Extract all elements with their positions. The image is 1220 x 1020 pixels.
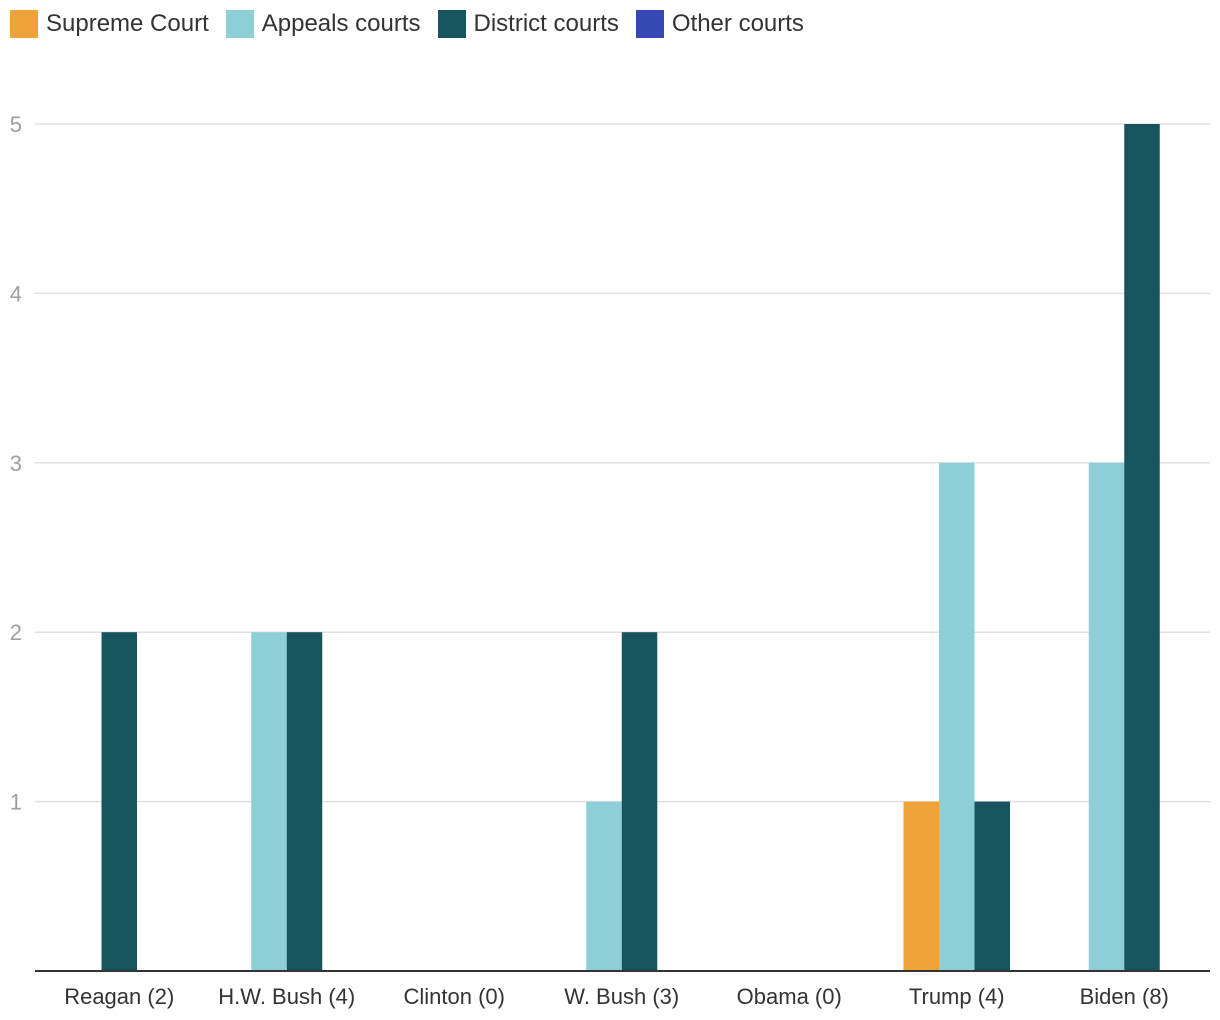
bar [939,462,975,971]
legend-item-other-courts[interactable]: Other courts [635,10,804,38]
bar [1124,124,1160,971]
x-tick-label: Reagan (2) [64,984,174,1009]
y-tick-label: 5 [10,112,22,137]
legend-label-supreme-court: Supreme Court [46,10,209,37]
y-tick-label: 3 [10,451,22,476]
bar [101,632,137,971]
bar [251,632,287,971]
bar [1088,462,1125,971]
x-tick-label: W. Bush (3) [564,984,679,1009]
legend-label-appeals-courts: Appeals courts [261,10,421,37]
x-tick-label: Obama (0) [737,984,842,1009]
legend: Supreme Court Appeals courts District co… [10,10,821,38]
legend-swatch-supreme-court [10,10,38,38]
x-tick-label: Biden (8) [1080,984,1169,1009]
bar [286,632,323,971]
legend-item-appeals-courts[interactable]: Appeals courts [225,10,421,38]
x-tick-label: H.W. Bush (4) [218,984,355,1009]
bar [586,801,622,971]
legend-item-district-courts[interactable]: District courts [437,10,619,38]
y-tick-label: 1 [10,790,22,815]
legend-swatch-appeals-courts [225,10,254,38]
legend-swatch-district-courts [437,10,466,38]
bar [621,632,658,971]
y-tick-label: 2 [10,620,22,645]
x-tick-label: Trump (4) [909,984,1005,1009]
bar [974,801,1010,971]
legend-swatch-other-courts [635,10,664,38]
bar [903,801,939,971]
legend-label-district-courts: District courts [473,10,619,37]
x-tick-label: Clinton (0) [404,984,505,1009]
y-tick-label: 4 [10,281,22,306]
legend-item-supreme-court[interactable]: Supreme Court [10,10,209,38]
legend-label-other-courts: Other courts [671,10,804,37]
